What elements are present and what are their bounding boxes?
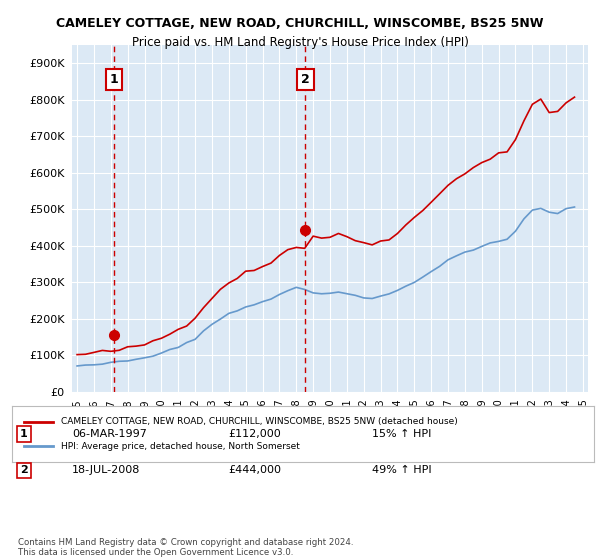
Text: 06-MAR-1997: 06-MAR-1997 [72, 429, 147, 439]
Text: 2: 2 [20, 465, 28, 475]
Text: 1: 1 [20, 429, 28, 439]
Text: CAMELEY COTTAGE, NEW ROAD, CHURCHILL, WINSCOMBE, BS25 5NW: CAMELEY COTTAGE, NEW ROAD, CHURCHILL, WI… [56, 17, 544, 30]
Text: 49% ↑ HPI: 49% ↑ HPI [372, 465, 431, 475]
Text: 15% ↑ HPI: 15% ↑ HPI [372, 429, 431, 439]
Text: £444,000: £444,000 [228, 465, 281, 475]
Text: HPI: Average price, detached house, North Somerset: HPI: Average price, detached house, Nort… [61, 442, 301, 451]
Text: Price paid vs. HM Land Registry's House Price Index (HPI): Price paid vs. HM Land Registry's House … [131, 36, 469, 49]
Text: Contains HM Land Registry data © Crown copyright and database right 2024.
This d: Contains HM Land Registry data © Crown c… [18, 538, 353, 557]
Text: 1: 1 [109, 73, 118, 86]
Text: 2: 2 [301, 73, 310, 86]
Text: 18-JUL-2008: 18-JUL-2008 [72, 465, 140, 475]
Text: £112,000: £112,000 [228, 429, 281, 439]
Text: CAMELEY COTTAGE, NEW ROAD, CHURCHILL, WINSCOMBE, BS25 5NW (detached house): CAMELEY COTTAGE, NEW ROAD, CHURCHILL, WI… [61, 417, 458, 426]
